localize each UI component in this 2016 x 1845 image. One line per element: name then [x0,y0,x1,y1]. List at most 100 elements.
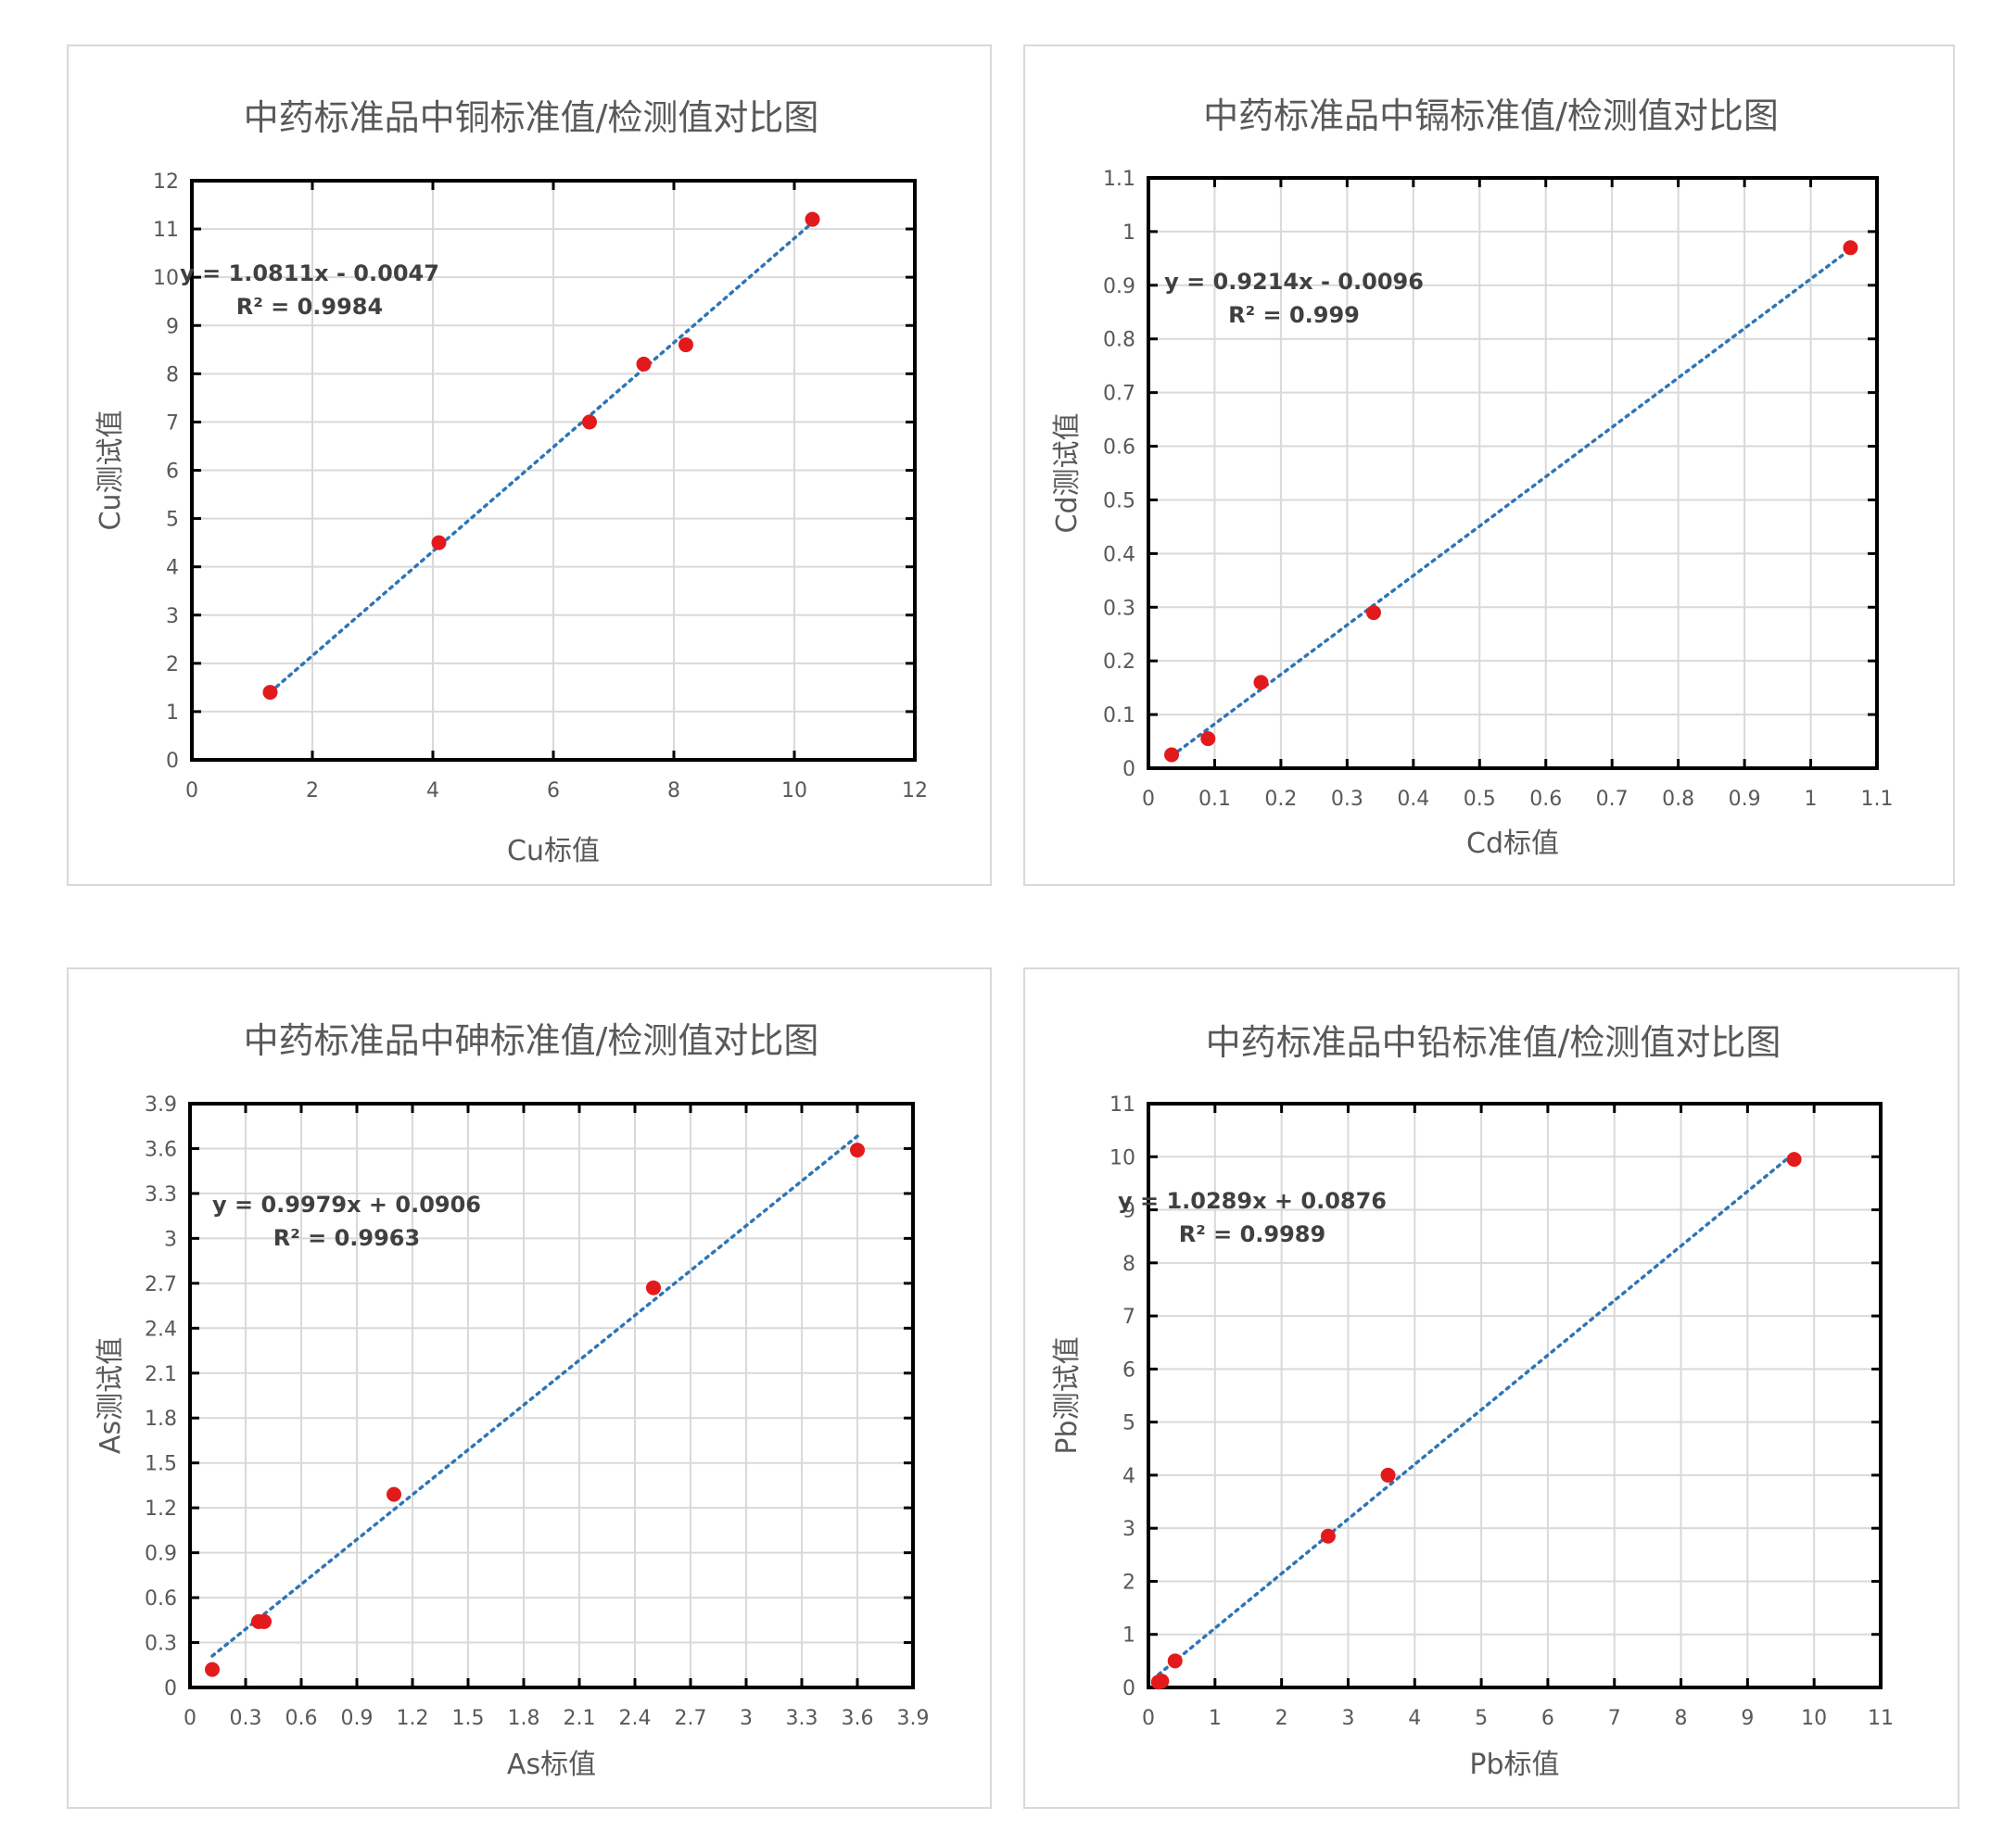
x-tick-label: 0 [1142,1707,1155,1730]
y-tick-label: 0.6 [1103,436,1135,460]
data-point-cd-3 [1253,675,1269,690]
chart-cd: 中药标准品中镉标准值/检测值对比图 0 0.1 0.2 0.3 0.4 0.5 0.6 0.7 0… [1051,95,1894,860]
data-point-cu-2 [431,535,447,550]
chart-pb: 中药标准品中铅标准值/检测值对比图 0 1 2 3 4 5 6 7 8 9 10 11 0 1 2 3 4 5 6 7 8… [1051,1022,1894,1781]
x-axis-label: Pb标值 [1469,1749,1559,1781]
chart-panel-as: 中药标准品中砷标准值/检测值对比图 0 0.3 0.6 0.9 1.2 1.5 1.8 2.1 2… [67,967,992,1809]
y-tick-label: 7 [166,411,179,435]
y-tick-label: 3 [164,1228,177,1251]
data-point-pb-2 [1154,1674,1170,1689]
data-point-pb-6 [1786,1152,1802,1168]
data-point-cu-3 [582,414,597,430]
r-squared: R² = 0.9989 [1179,1221,1325,1247]
plot-frame [188,1102,915,1689]
y-tick-label: 0.7 [1103,383,1135,406]
y-tick-label: 0 [164,1677,177,1700]
y-tick-label: 2 [166,653,179,676]
r-squared: R² = 0.9984 [236,294,383,320]
y-tick-label: 4 [166,557,179,580]
chart-panel-pb: 中药标准品中铅标准值/检测值对比图 0 1 2 3 4 5 6 7 8 9 10 11 0 1 2 3 4 5 6 7 8… [1023,967,1959,1809]
x-tick-label: 0.9 [341,1707,374,1730]
x-tick-label: 0.3 [230,1707,262,1730]
y-tick-label: 1.1 [1103,168,1135,191]
plot-frame [1147,176,1879,770]
y-tick-label: 0.3 [1103,597,1135,620]
x-tick-label: 1.5 [452,1707,485,1730]
x-tick-label: 10 [781,779,807,802]
x-tick-label: 3.9 [897,1707,930,1730]
x-tick-label: 1.1 [1861,788,1894,811]
x-tick-label: 0 [184,1707,197,1730]
x-tick-label: 0.6 [1529,788,1562,811]
chart-as: 中药标准品中砷标准值/检测值对比图 0 0.3 0.6 0.9 1.2 1.5 1.8 2.1 2… [95,1020,930,1781]
x-tick-label: 0 [1142,788,1155,811]
x-tick-label: 0 [185,779,198,802]
trend-equation: y = 0.9979x + 0.0906 [212,1192,481,1218]
y-tick-label: 3.3 [145,1183,177,1207]
y-tick-label: 2.7 [145,1273,177,1296]
x-tick-label: 3.3 [786,1707,818,1730]
y-tick-label: 7 [1122,1306,1135,1329]
y-tick-label: 3 [1122,1518,1135,1541]
y-tick-label: 2.1 [145,1363,177,1386]
x-tick-label: 4 [1408,1707,1421,1730]
plot-area [1148,178,1877,768]
y-tick-label: 1.5 [145,1453,177,1476]
r-squared: R² = 0.999 [1228,302,1360,328]
x-tick-label: 12 [902,779,928,802]
x-tick-label: 3 [1341,1707,1354,1730]
y-tick-label: 2.4 [145,1318,177,1341]
x-tick-label: 7 [1608,1707,1621,1730]
y-tick-label: 1.8 [145,1408,177,1431]
y-tick-label: 3.6 [145,1138,177,1161]
x-tick-label: 3.6 [842,1707,874,1730]
x-tick-label: 2.7 [675,1707,707,1730]
data-point-cu-1 [262,685,278,701]
x-tick-label: 3 [740,1707,753,1730]
y-tick-label: 5 [1122,1412,1135,1435]
x-axis-label: As标值 [507,1749,596,1781]
x-tick-label: 9 [1741,1707,1754,1730]
data-point-cd-1 [1164,747,1180,763]
x-tick-label: 2.1 [564,1707,596,1730]
chart-title: 中药标准品中砷标准值/检测值对比图 [244,1020,819,1061]
chart-title: 中药标准品中铅标准值/检测值对比图 [1206,1022,1781,1063]
y-tick-label: 0.1 [1103,704,1135,727]
x-tick-label: 0.6 [285,1707,318,1730]
x-tick-label: 1.8 [508,1707,540,1730]
y-tick-label: 6 [166,461,179,484]
y-tick-label: 3.9 [145,1093,177,1117]
y-tick-label: 8 [1122,1253,1135,1276]
data-point-cd-5 [1843,240,1858,256]
y-tick-label: 0.5 [1103,489,1135,512]
x-tick-label: 2 [306,779,319,802]
x-tick-label: 8 [1675,1707,1688,1730]
plot-frame [190,179,917,762]
y-axis-label: Cu测试值 [95,411,127,531]
trend-equation: y = 1.0289x + 0.0876 [1118,1188,1387,1214]
data-point-cu-6 [805,211,820,227]
x-tick-label: 10 [1801,1707,1827,1730]
data-point-pb-3 [1167,1653,1183,1669]
x-tick-label: 1.2 [397,1707,429,1730]
x-tick-label: 6 [547,779,560,802]
y-axis-label: As测试值 [95,1337,127,1454]
data-point-pb-4 [1320,1528,1336,1544]
data-point-pb-5 [1380,1467,1396,1483]
trendline [268,221,815,694]
y-tick-label: 0.8 [1103,329,1135,352]
y-tick-label: 9 [166,315,179,338]
y-tick-label: 11 [153,219,179,242]
y-tick-label: 5 [166,509,179,532]
plot-frame [1147,1102,1883,1689]
y-tick-label: 1 [1122,1624,1135,1648]
y-tick-label: 0.9 [1103,275,1135,298]
y-tick-label: 0 [166,750,179,773]
y-tick-label: 4 [1122,1465,1135,1488]
data-point-cd-4 [1365,605,1381,621]
y-tick-label: 1 [1122,221,1135,245]
y-tick-label: 6 [1122,1358,1135,1382]
r-squared: R² = 0.9963 [273,1225,420,1251]
trendline [1157,1151,1796,1676]
x-tick-label: 4 [426,779,439,802]
